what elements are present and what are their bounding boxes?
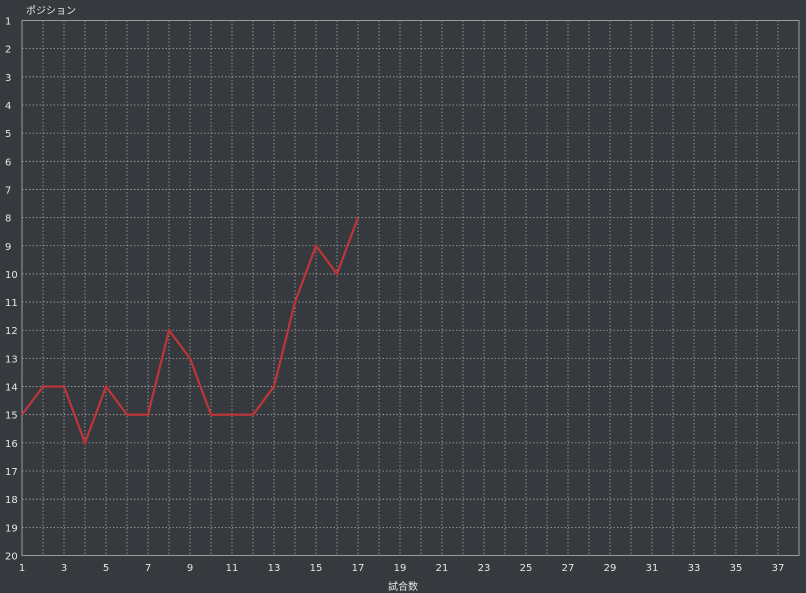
ticks: 1 3 5 7 9 11 13 15 17 19 21 23 25 27 29 31 33 35 371234567… [5,17,784,575]
x-tick-label: 11 [226,563,239,574]
plot-border [21,20,800,556]
y-tick-label: 3 [5,73,11,84]
x-tick-label: 23 [478,563,491,574]
y-tick-label: 14 [5,383,18,394]
y-tick-label: 19 [5,523,18,534]
x-tick-label: 31 [646,563,659,574]
x-tick-label: 25 [520,563,533,574]
y-tick-label: 10 [5,270,18,281]
x-tick-label: 27 [562,563,575,574]
x-tick-label: 3 [61,563,67,574]
x-tick-label: 35 [730,563,743,574]
y-tick-label: 9 [5,242,11,253]
y-tick-label: 7 [5,185,11,196]
x-tick-label: 15 [310,563,323,574]
y-tick-label: 13 [5,354,18,365]
x-tick-label: 13 [268,563,281,574]
y-tick-label: 18 [5,495,18,506]
x-tick-label: 29 [604,563,617,574]
y-tick-label: 8 [5,214,11,225]
x-axis-label: 試合数 [388,580,418,593]
x-tick-label: 5 [103,563,109,574]
y-tick-label: 17 [5,467,18,478]
y-tick-label: 1 [5,17,11,28]
y-axis-label: ポジション [26,5,76,17]
x-tick-label: 17 [352,563,365,574]
y-tick-label: 2 [5,45,11,56]
x-tick-label: 9 [187,563,193,574]
series [21,217,360,447]
y-tick-label: 20 [5,552,18,563]
x-tick-label: 19 [394,563,407,574]
y-tick-label: 12 [5,326,18,337]
y-tick-label: 5 [5,129,11,140]
x-tick-label: 7 [145,563,151,574]
y-tick-label: 4 [5,101,11,112]
y-tick-label: 16 [5,439,18,450]
x-tick-label: 37 [772,563,785,574]
x-tick-label: 33 [688,563,701,574]
y-tick-label: 6 [5,157,11,168]
x-tick-label: 1 [19,563,25,574]
grid [21,20,800,556]
x-tick-label: 21 [436,563,449,574]
y-tick-label: 15 [5,411,18,422]
y-tick-label: 11 [5,298,18,309]
